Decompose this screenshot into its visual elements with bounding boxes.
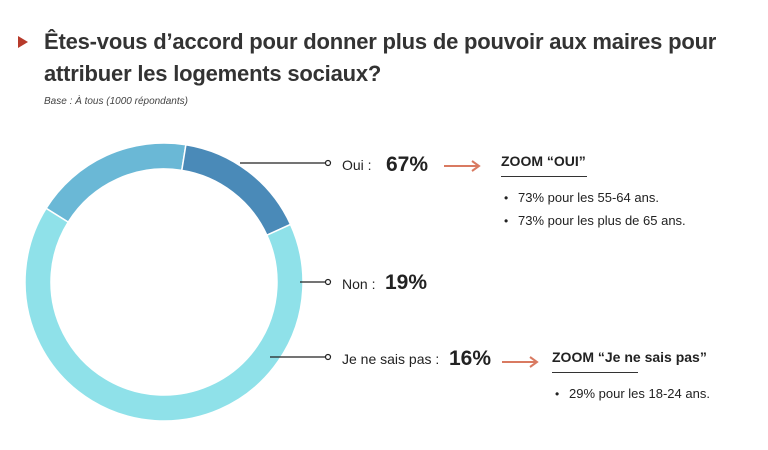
title-bullet-icon [18, 36, 28, 48]
zoom-nsp-item: 29% pour les 18-24 ans. [555, 386, 710, 401]
zoom-oui-item: 73% pour les plus de 65 ans. [504, 213, 686, 228]
zoom-oui-item: 73% pour les 55-64 ans. [504, 190, 659, 205]
arrow-nsp-icon [502, 356, 539, 368]
donut-slice-non [45, 142, 187, 224]
label-nsp: Je ne sais pas : [342, 351, 440, 367]
value-non: 19% [385, 271, 428, 294]
zoom-oui-divider [501, 176, 587, 177]
base-note: Base : À tous (1000 répondants) [44, 96, 188, 107]
leader-dot-oui [324, 159, 332, 167]
zoom-nsp-heading: ZOOM “Je ne sais pas” [552, 349, 707, 365]
value-oui: 67% [386, 153, 429, 176]
donut-slice-je-ne-sais-pas [180, 143, 292, 237]
zoom-oui-heading: ZOOM “OUI” [501, 153, 586, 169]
zoom-nsp-divider [552, 372, 638, 373]
value-nsp: 16% [449, 347, 492, 370]
chart-title: Êtes-vous d’accord pour donner plus de p… [44, 29, 717, 86]
donut-slice-oui [24, 207, 304, 422]
label-oui: Oui : [342, 157, 372, 173]
label-non: Non : [342, 276, 376, 292]
arrow-oui-icon [444, 160, 481, 172]
leader-dot-non [324, 278, 332, 286]
leader-dot-nsp [324, 353, 332, 361]
